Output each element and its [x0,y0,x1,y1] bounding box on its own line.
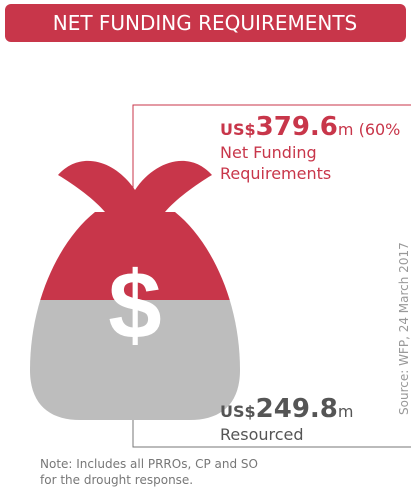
funding-label: Net Funding [220,143,317,162]
funding-figure: US$379.6m (60% [220,112,400,142]
funding-currency: US$ [220,120,256,139]
bag-body [30,212,240,420]
resourced-currency: US$ [220,402,256,421]
funding-amount: 379.6 [256,112,338,142]
funding-unit: m (60% [338,120,400,139]
note-line: for the drought response. [40,473,193,487]
bag-knot [58,160,212,212]
funding-label: Requirements [220,164,331,183]
note-line: Note: Includes all PRROs, CP and SO [40,457,258,471]
resourced-label: Resourced [220,425,304,444]
resourced-figure: US$249.8m [220,394,354,424]
bag-gray [30,300,240,420]
resourced-unit: m [338,402,354,421]
header-bar [5,4,406,42]
resourced-bracket [132,420,411,448]
source-text: Source: WFP, 24 March 2017 [397,242,411,415]
resourced-amount: 249.8 [256,394,338,424]
dollar-sign: $ [108,252,161,359]
header-title: NET FUNDING REQUIREMENTS [53,11,358,35]
funding-bracket [132,104,411,215]
